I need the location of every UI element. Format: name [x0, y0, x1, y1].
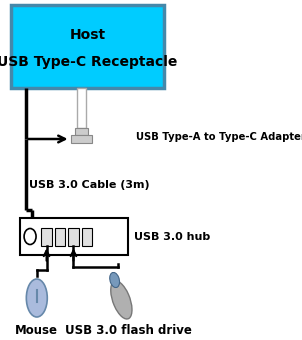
Bar: [11, 5, 164, 88]
Text: USB 3.0 Cable (3m): USB 3.0 Cable (3m): [29, 180, 150, 190]
Ellipse shape: [26, 279, 47, 317]
Text: USB 3.0 hub: USB 3.0 hub: [134, 232, 210, 241]
Ellipse shape: [111, 281, 132, 319]
Circle shape: [24, 228, 36, 244]
Text: USB 3.0 flash drive: USB 3.0 flash drive: [66, 323, 192, 337]
Bar: [77, 88, 86, 128]
Bar: [20, 218, 128, 255]
Bar: [71, 135, 92, 143]
Bar: [68, 227, 79, 245]
Bar: [55, 227, 65, 245]
Bar: [82, 227, 92, 245]
Text: USB Type-A to Type-C Adapter: USB Type-A to Type-C Adapter: [136, 132, 302, 142]
Text: Host: Host: [69, 28, 105, 42]
Ellipse shape: [110, 272, 120, 288]
Bar: [41, 227, 52, 245]
Text: Mouse: Mouse: [15, 323, 58, 337]
Text: USB Type-C Receptacle: USB Type-C Receptacle: [0, 55, 178, 69]
Bar: [75, 128, 88, 135]
